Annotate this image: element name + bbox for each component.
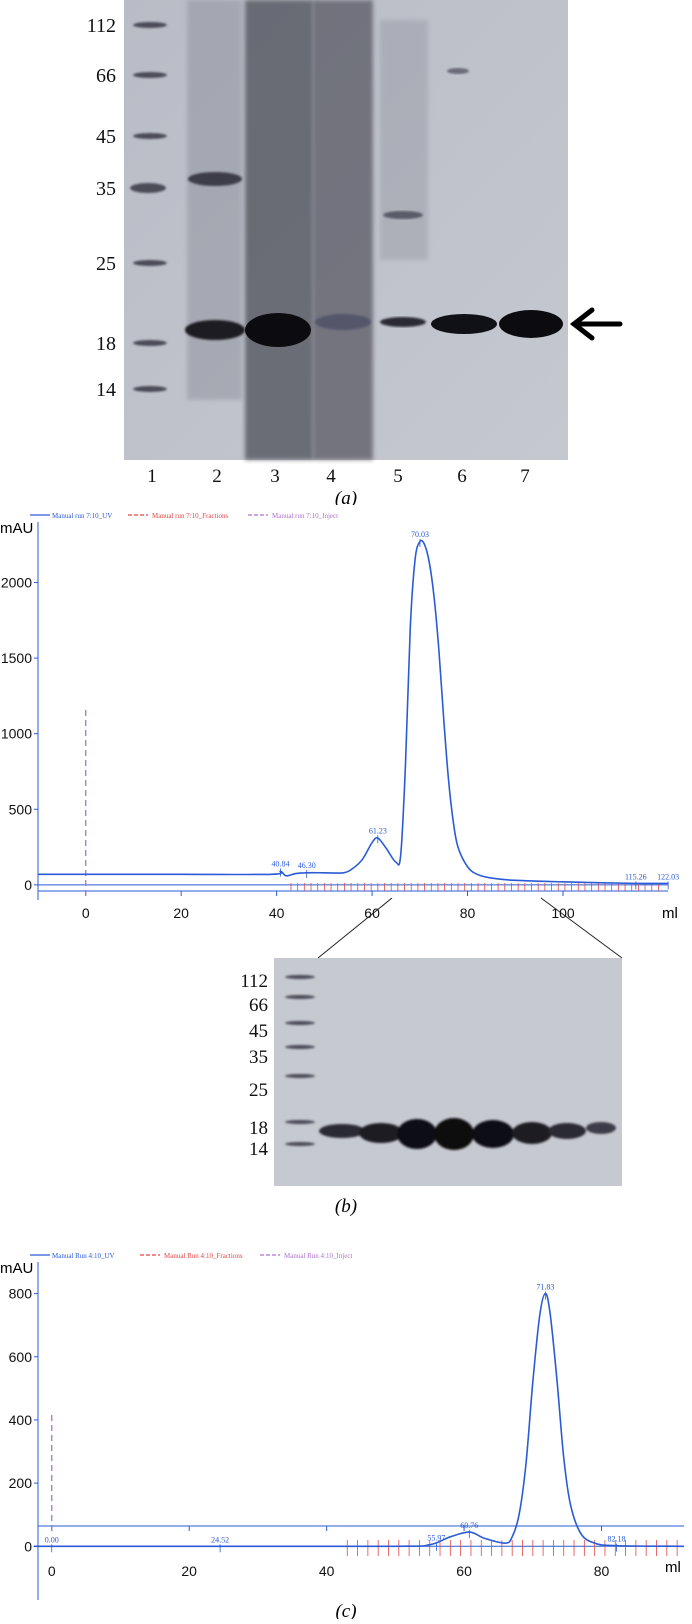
panel-c-caption: (c) bbox=[335, 1601, 356, 1619]
mw-label: 35 bbox=[96, 178, 116, 200]
peak-label: 122.03 bbox=[657, 872, 679, 881]
lane-7 bbox=[499, 310, 563, 338]
lane-5 bbox=[380, 20, 428, 327]
y-tick-label: 500 bbox=[9, 801, 33, 817]
chromatogram-c: Manual Run 4:10_UV Manual Run 4:10_Fract… bbox=[0, 1252, 685, 1622]
lane-label: 7 bbox=[520, 466, 530, 487]
legend-fractions: Manual Run 4:10_Fractions bbox=[164, 1252, 243, 1260]
lane-label: 1 bbox=[147, 466, 157, 487]
x-tick-label: 60 bbox=[456, 1563, 472, 1579]
y-tick-label: 1500 bbox=[1, 650, 32, 666]
y-tick-label: 800 bbox=[9, 1286, 33, 1302]
chromatogram-b: Manual run 7:10_UV Manual run 7:10_Fract… bbox=[0, 512, 679, 1217]
y-tick-label: 400 bbox=[9, 1412, 33, 1428]
y-tick-label: 1000 bbox=[1, 726, 32, 742]
y-tick-label: 0 bbox=[24, 1538, 32, 1554]
lane-label: 4 bbox=[326, 466, 336, 487]
lane-1-marker bbox=[130, 22, 167, 392]
x-tick-label: 20 bbox=[173, 905, 189, 921]
legend-uv: Manual Run 4:10_UV bbox=[52, 1252, 115, 1260]
uv-trace bbox=[33, 1292, 685, 1548]
x-tick-label: 100 bbox=[551, 905, 575, 921]
legend-uv: Manual run 7:10_UV bbox=[52, 512, 112, 520]
mw-label: 14 bbox=[249, 1139, 269, 1160]
x-axis-label: ml bbox=[662, 905, 678, 922]
lane-2 bbox=[185, 0, 245, 400]
peak-label: 61.23 bbox=[369, 826, 387, 835]
lane-3 bbox=[245, 0, 313, 460]
y-axis-label: mAU bbox=[0, 1260, 33, 1277]
gel-a: 112 66 45 35 25 18 14 1 2 3 4 5 6 7 (a) bbox=[87, 0, 623, 509]
x-axis-label: ml bbox=[665, 1559, 681, 1576]
x-tick-label: 40 bbox=[319, 1563, 335, 1579]
panel-b: Manual run 7:10_UV Manual run 7:10_Fract… bbox=[0, 510, 692, 1250]
arrow-left-icon bbox=[569, 307, 623, 341]
peak-label: 115.26 bbox=[625, 872, 647, 881]
zoom-line-right bbox=[540, 897, 623, 959]
x-tick-label: 80 bbox=[594, 1563, 610, 1579]
panel-a: 112 66 45 35 25 18 14 1 2 3 4 5 6 7 (a) bbox=[0, 0, 692, 509]
peak-label: 71.83 bbox=[536, 1283, 554, 1292]
y-tick-label: 2000 bbox=[1, 574, 32, 590]
peak-label: 55.97 bbox=[427, 1534, 445, 1543]
x-tick-label: 0 bbox=[82, 905, 90, 921]
legend-inject: Manual run 7:10_Inject bbox=[272, 512, 338, 520]
lane-label: 2 bbox=[212, 466, 222, 487]
mw-label: 45 bbox=[96, 126, 116, 148]
uv-trace bbox=[38, 539, 669, 885]
peak-label: 40.84 bbox=[271, 860, 289, 869]
mw-label: 18 bbox=[249, 1118, 268, 1139]
peak-label: 46.30 bbox=[298, 861, 316, 870]
mw-label: 25 bbox=[249, 1080, 268, 1101]
panel-c: Manual Run 4:10_UV Manual Run 4:10_Fract… bbox=[0, 1250, 692, 1622]
lane-6 bbox=[431, 68, 497, 334]
inset-gel bbox=[274, 958, 622, 1186]
x-tick-label: 0 bbox=[48, 1563, 56, 1579]
lane-label: 5 bbox=[393, 466, 403, 487]
mw-label: 112 bbox=[87, 15, 116, 37]
zoom-line-left bbox=[317, 897, 393, 959]
panel-b-caption: (b) bbox=[335, 1196, 357, 1217]
y-tick-label: 600 bbox=[9, 1349, 33, 1365]
peak-label: 70.03 bbox=[411, 530, 429, 539]
x-tick-label: 80 bbox=[460, 905, 476, 921]
peak-label: 60.76 bbox=[460, 1521, 478, 1530]
peak-label: 82.18 bbox=[608, 1535, 626, 1544]
mw-label: 14 bbox=[96, 379, 116, 401]
mw-label: 35 bbox=[249, 1047, 268, 1068]
x-tick-label: 20 bbox=[181, 1563, 197, 1579]
lane-label: 3 bbox=[270, 466, 280, 487]
y-tick-label: 0 bbox=[24, 877, 32, 893]
legend-fractions: Manual run 7:10_Fractions bbox=[152, 512, 228, 520]
peak-label: 24.52 bbox=[211, 1535, 229, 1544]
mw-label: 25 bbox=[96, 253, 116, 275]
lane-label: 6 bbox=[457, 466, 467, 487]
mw-label: 66 bbox=[96, 65, 116, 87]
x-tick-label: 40 bbox=[269, 905, 285, 921]
mw-label: 112 bbox=[240, 971, 268, 992]
y-tick-label: 200 bbox=[9, 1475, 33, 1491]
mw-label: 18 bbox=[96, 333, 116, 355]
panel-a-caption: (a) bbox=[335, 488, 357, 505]
peak-label: 0.00 bbox=[45, 1535, 59, 1544]
legend-inject: Manual Run 4:10_Inject bbox=[284, 1252, 352, 1260]
mw-label: 66 bbox=[249, 995, 268, 1016]
y-axis-label: mAU bbox=[0, 520, 33, 537]
lane-4 bbox=[313, 0, 373, 460]
mw-label: 45 bbox=[249, 1021, 268, 1042]
